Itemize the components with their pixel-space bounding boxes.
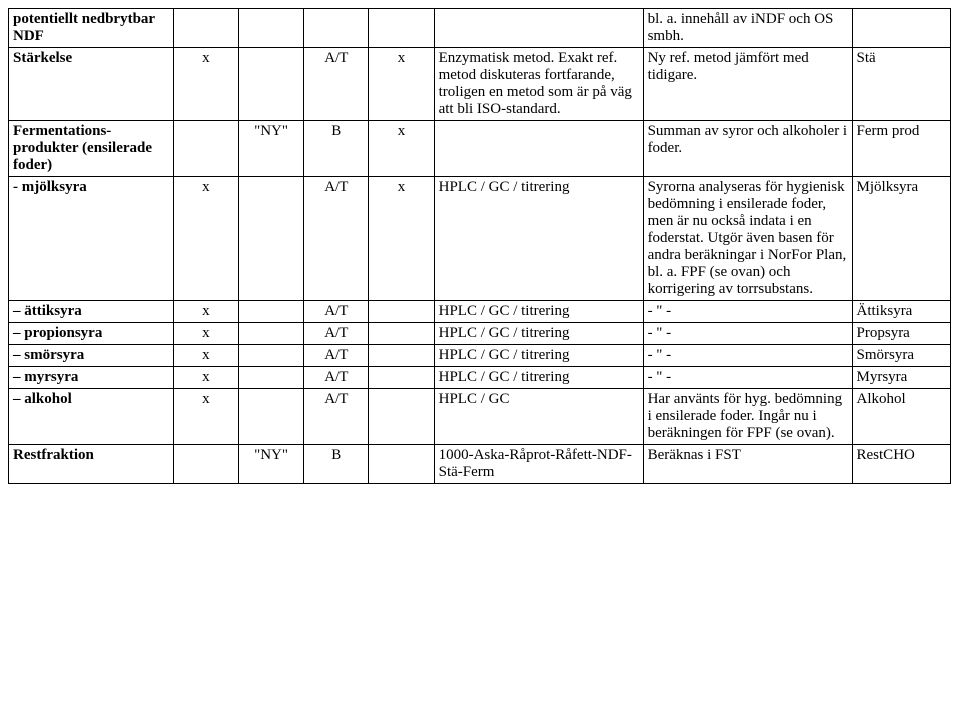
- cell: Summan av syror och alkoholer i foder.: [643, 121, 852, 177]
- cell: – smörsyra: [9, 345, 174, 367]
- cell: – propionsyra: [9, 323, 174, 345]
- table-row: – ättiksyrax A/T HPLC / GC / titrering- " …: [9, 301, 951, 323]
- cell: [852, 9, 950, 48]
- cell: [434, 9, 643, 48]
- cell: Mjölksyra: [852, 177, 950, 301]
- cell: x: [173, 301, 238, 323]
- cell: – alkohol: [9, 389, 174, 445]
- cell: [173, 445, 238, 484]
- cell: x: [369, 177, 434, 301]
- cell: [238, 345, 303, 367]
- cell: B: [304, 445, 369, 484]
- cell: [238, 9, 303, 48]
- cell: B: [304, 121, 369, 177]
- cell: [369, 301, 434, 323]
- cell: HPLC / GC: [434, 389, 643, 445]
- cell: x: [369, 121, 434, 177]
- data-table: potentiellt nedbrytbar NDF bl. a. innehål…: [8, 8, 951, 484]
- cell: x: [173, 323, 238, 345]
- cell: [369, 367, 434, 389]
- cell: - " -: [643, 367, 852, 389]
- cell: HPLC / GC / titrering: [434, 367, 643, 389]
- cell: Propsyra: [852, 323, 950, 345]
- cell: [238, 48, 303, 121]
- cell: Ättiksyra: [852, 301, 950, 323]
- cell: Enzymatisk metod. Exakt ref. metod disku…: [434, 48, 643, 121]
- cell: Myrsyra: [852, 367, 950, 389]
- cell: 1000-Aska-Råprot-Råfett-NDF-Stä-Ferm: [434, 445, 643, 484]
- table-row: Restfraktion "NY"B 1000-Aska-Råprot-Råfett…: [9, 445, 951, 484]
- cell: A/T: [304, 48, 369, 121]
- cell: Beräknas i FST: [643, 445, 852, 484]
- cell: Alkohol: [852, 389, 950, 445]
- cell: HPLC / GC / titrering: [434, 345, 643, 367]
- cell: x: [173, 48, 238, 121]
- cell: [173, 9, 238, 48]
- cell: [369, 9, 434, 48]
- cell: A/T: [304, 323, 369, 345]
- cell: [238, 177, 303, 301]
- cell: Stä: [852, 48, 950, 121]
- cell: - " -: [643, 345, 852, 367]
- cell: "NY": [238, 121, 303, 177]
- cell: A/T: [304, 345, 369, 367]
- cell: HPLC / GC / titrering: [434, 323, 643, 345]
- cell: Ferm prod: [852, 121, 950, 177]
- cell: - mjölksyra: [9, 177, 174, 301]
- cell: [369, 323, 434, 345]
- cell: x: [173, 177, 238, 301]
- cell: Restfraktion: [9, 445, 174, 484]
- cell: [369, 345, 434, 367]
- cell: "NY": [238, 445, 303, 484]
- cell: RestCHO: [852, 445, 950, 484]
- cell: bl. a. innehåll av iNDF och OS smbh.: [643, 9, 852, 48]
- cell: Fermentations-produkter (ensilerade fode…: [9, 121, 174, 177]
- cell: Stärkelse: [9, 48, 174, 121]
- cell: [238, 301, 303, 323]
- table-row: – smörsyrax A/T HPLC / GC / titrering- " -…: [9, 345, 951, 367]
- cell: [238, 323, 303, 345]
- cell: A/T: [304, 177, 369, 301]
- cell: x: [173, 367, 238, 389]
- table-row: – alkoholx A/T HPLC / GCHar använts för hy…: [9, 389, 951, 445]
- cell: [369, 389, 434, 445]
- table-row: potentiellt nedbrytbar NDF bl. a. innehål…: [9, 9, 951, 48]
- table-row: – propionsyrax A/T HPLC / GC / titrering- …: [9, 323, 951, 345]
- cell: potentiellt nedbrytbar NDF: [9, 9, 174, 48]
- cell: Smörsyra: [852, 345, 950, 367]
- cell: A/T: [304, 389, 369, 445]
- cell: [238, 389, 303, 445]
- cell: – myrsyra: [9, 367, 174, 389]
- table-row: – myrsyrax A/T HPLC / GC / titrering- " -M…: [9, 367, 951, 389]
- cell: [238, 367, 303, 389]
- cell: - " -: [643, 323, 852, 345]
- cell: HPLC / GC / titrering: [434, 177, 643, 301]
- cell: [434, 121, 643, 177]
- table-row: - mjölksyraxA/TxHPLC / GC / titreringSyr…: [9, 177, 951, 301]
- cell: x: [173, 389, 238, 445]
- table-row: Fermentations-produkter (ensilerade fode…: [9, 121, 951, 177]
- cell: HPLC / GC / titrering: [434, 301, 643, 323]
- cell: [173, 121, 238, 177]
- cell: x: [173, 345, 238, 367]
- cell: [369, 445, 434, 484]
- cell: Har använts för hyg. bedömning i ensiler…: [643, 389, 852, 445]
- cell: A/T: [304, 301, 369, 323]
- cell: – ättiksyra: [9, 301, 174, 323]
- cell: A/T: [304, 367, 369, 389]
- cell: [304, 9, 369, 48]
- cell: - " -: [643, 301, 852, 323]
- cell: Ny ref. metod jämfört med tidigare.: [643, 48, 852, 121]
- cell: x: [369, 48, 434, 121]
- table-row: StärkelsexA/TxEnzymatisk metod. Exakt re…: [9, 48, 951, 121]
- cell: Syrorna analyseras för hygienisk bedömni…: [643, 177, 852, 301]
